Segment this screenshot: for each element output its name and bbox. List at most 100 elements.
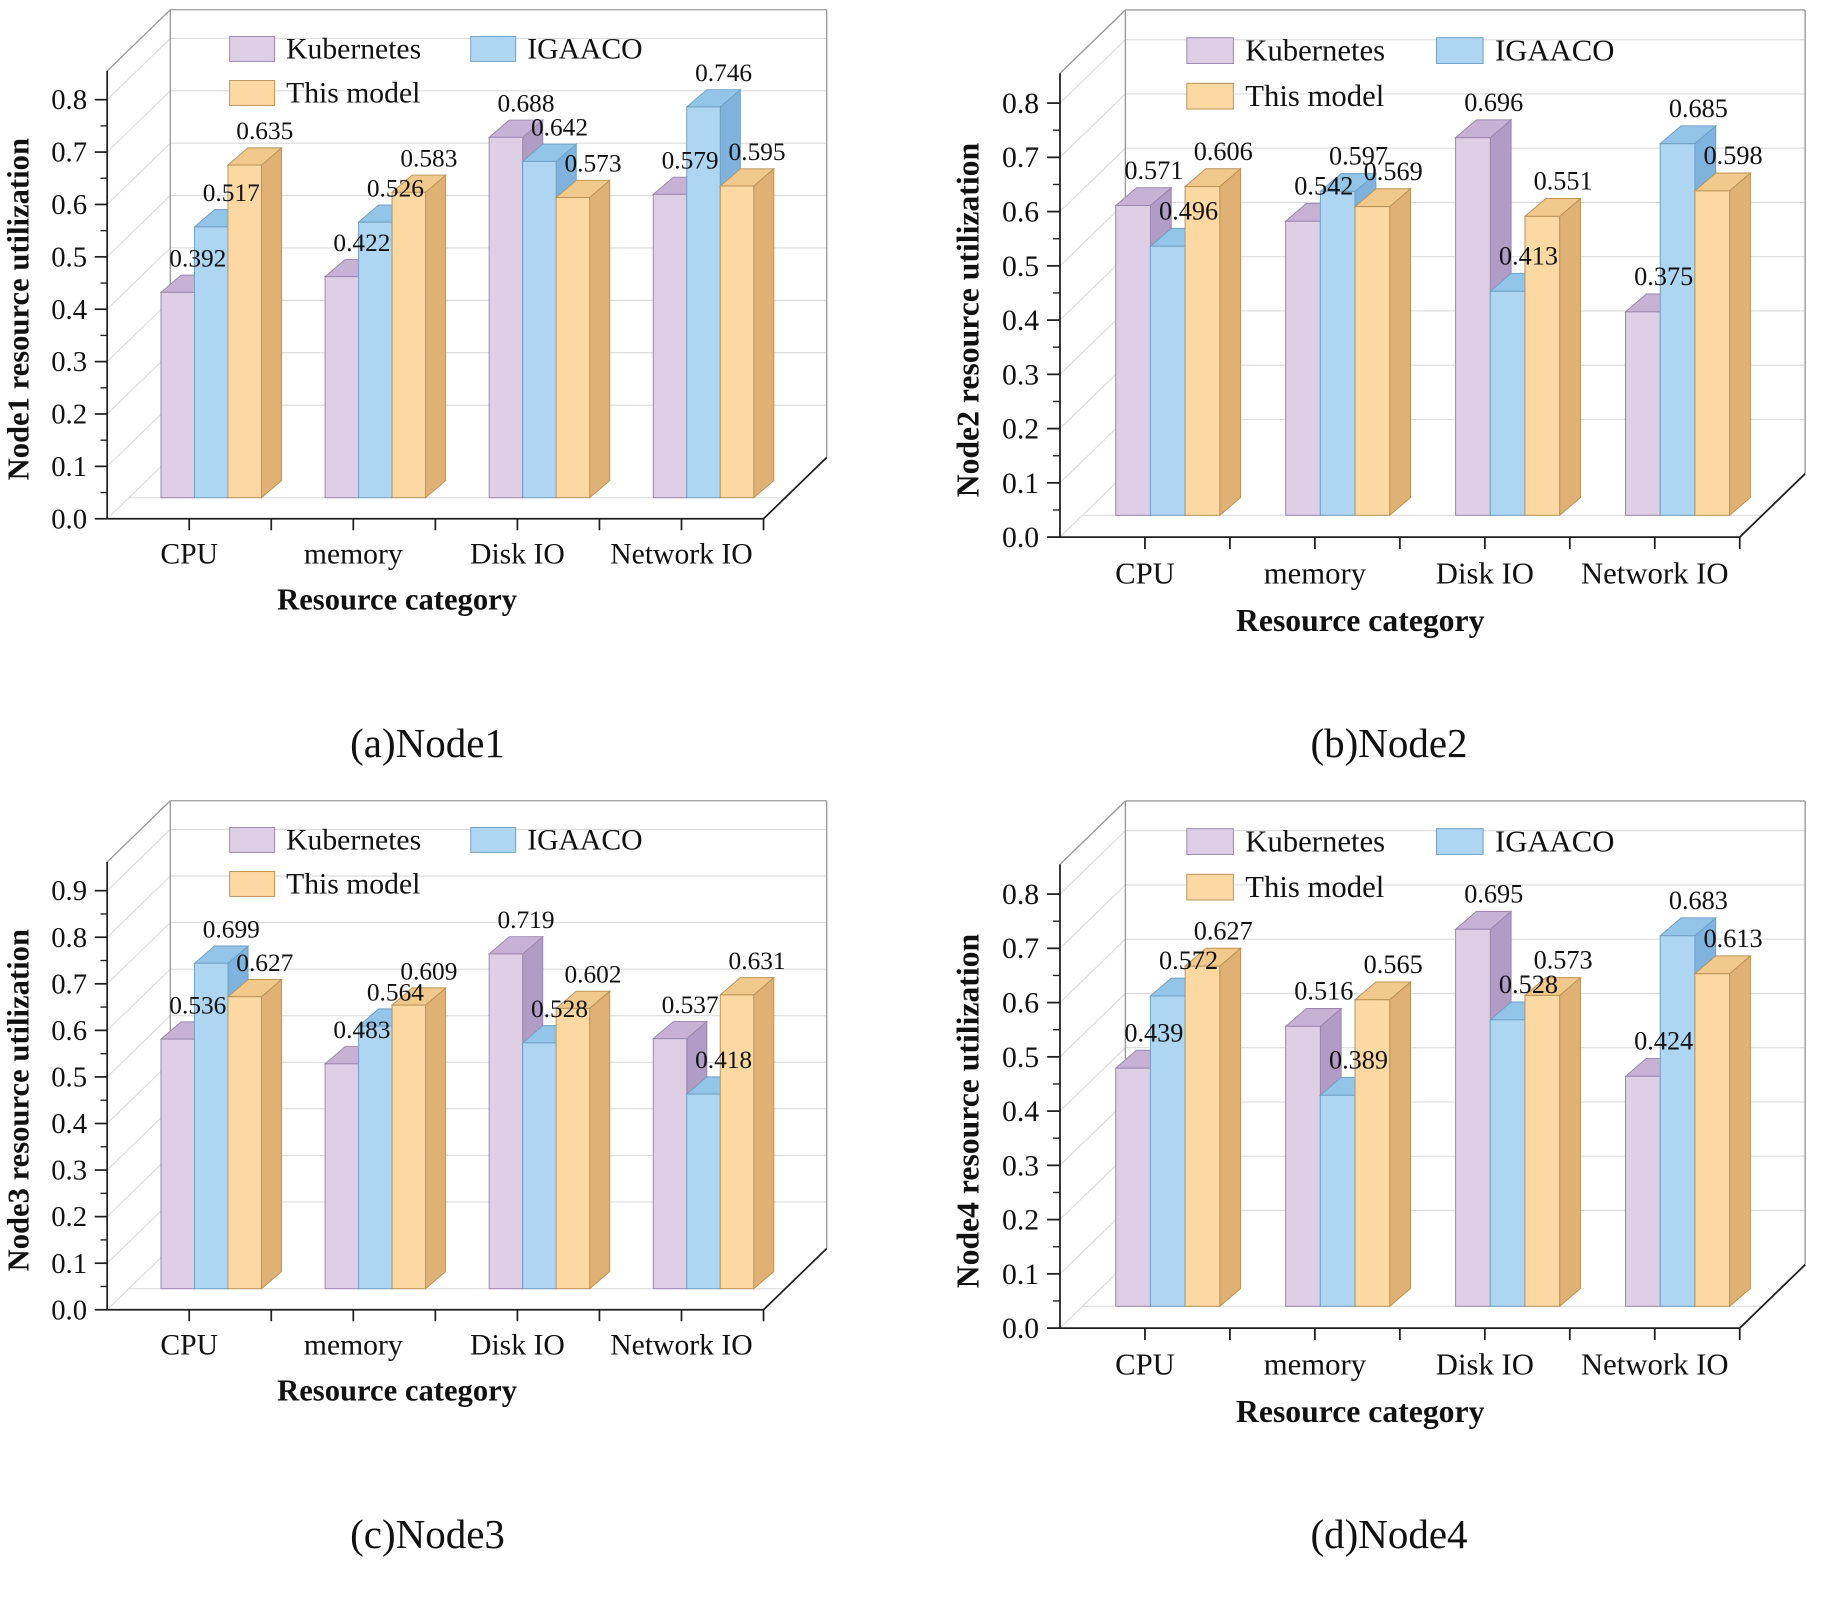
node2-bar-chart: 0.0 0.1 0.2 0.3 0.4 0.5 0.6 0.7 0.8 CPU memory Disk… (951, 9, 1806, 638)
left-wall-gridline (1059, 830, 1126, 895)
bar-this-model (1694, 190, 1731, 516)
left-wall-gridline (1059, 201, 1126, 267)
bar-value-label: 0.573 (564, 150, 621, 178)
category-label: Network IO (1581, 557, 1729, 591)
bar-value-label: 0.389 (1329, 1046, 1388, 1075)
left-wall-gridline (106, 90, 171, 153)
legend-swatch-kubernetes (1186, 828, 1234, 855)
category-label: memory (1264, 1348, 1367, 1382)
y-tick-label: 0.6 (1002, 988, 1039, 1020)
legend-swatch-igaaco (470, 827, 517, 853)
frame-top-left-diagonal (106, 800, 171, 863)
bar-side-face (1559, 976, 1581, 1308)
left-wall-gridline (1059, 1047, 1126, 1112)
y-tick-label: 0.7 (51, 137, 87, 169)
bar-this-model (391, 1004, 427, 1290)
bar-kubernetes (1285, 220, 1321, 516)
legend-label: IGAACO (527, 825, 642, 857)
bar-value-label: 0.516 (1294, 977, 1353, 1006)
bar-igaaco (193, 226, 229, 499)
legend-swatch-kubernetes (229, 827, 276, 853)
y-axis-title: Node1 resource utilization (2, 138, 36, 480)
left-wall-gridline (1059, 1264, 1126, 1329)
bar-value-label: 0.688 (497, 89, 554, 117)
bar-kubernetes (652, 1038, 688, 1290)
bar-side-face (1729, 954, 1751, 1308)
bar-this-model (555, 197, 591, 499)
bar-side-face (1729, 171, 1751, 517)
floor-right-diagonal (1739, 1264, 1806, 1329)
y-tick-label: 0.5 (1002, 1042, 1039, 1074)
panel-node2: 0.0 0.1 0.2 0.3 0.4 0.5 0.6 0.7 0.8 CPU memory Disk… (855, 4, 1843, 653)
left-wall-gridline (1059, 419, 1126, 484)
bar-value-label: 0.517 (203, 179, 260, 207)
legend-swatch-igaaco (1436, 37, 1484, 64)
bar-value-label: 0.613 (1704, 924, 1763, 953)
bar-kubernetes (1115, 205, 1151, 516)
legend-swatch-kubernetes (1186, 37, 1234, 64)
y-tick-label: 0.1 (1002, 468, 1039, 500)
y-tick-label: 0.5 (1002, 251, 1039, 283)
x-axis-title: Resource category (277, 583, 517, 617)
bar-kubernetes (1285, 1025, 1321, 1307)
panel-node3: 0.0 0.1 0.2 0.3 0.4 0.5 0.6 0.7 0.8 0.9 CPU memory D… (0, 795, 855, 1444)
bar-value-label: 0.392 (169, 245, 226, 273)
y-tick-label: 0.0 (1002, 522, 1039, 554)
bar-side-face (589, 179, 611, 499)
bar-value-label: 0.528 (531, 995, 588, 1023)
left-wall-gridline (1059, 993, 1126, 1058)
bar-value-label: 0.595 (729, 138, 786, 166)
bar-this-model (1524, 215, 1561, 516)
left-wall-gridline (106, 247, 171, 310)
y-tick-label: 0.5 (51, 241, 87, 273)
left-wall-gridline (106, 352, 171, 415)
axes: 0.0 0.1 0.2 0.3 0.4 0.5 0.6 0.7 0.8 CPU memory Disk… (1002, 73, 1806, 591)
bar-this-model (1524, 994, 1561, 1307)
legend-label: Kubernetes (1245, 33, 1385, 67)
bars-group (159, 935, 776, 1290)
bar-igaaco (686, 106, 721, 499)
y-tick-label: 0.7 (51, 968, 87, 1000)
top-caption-row: (a)Node1 (b)Node2 (0, 653, 1843, 791)
bar-value-label: 0.627 (236, 949, 293, 977)
y-tick-label: 0.9 (51, 875, 87, 907)
bar-value-label: 0.696 (1464, 88, 1523, 117)
bar-this-model (1184, 965, 1221, 1307)
y-tick-label: 0.2 (1002, 414, 1039, 446)
left-wall-gridline (106, 142, 171, 205)
legend: Kubernetes IGAACO This model (1186, 33, 1614, 113)
left-wall-gridline (106, 457, 171, 520)
bar-value-label: 0.579 (662, 147, 719, 175)
panel-node4: 0.0 0.1 0.2 0.3 0.4 0.5 0.6 0.7 0.8 CPU memory Disk… (855, 795, 1843, 1444)
bar-side-face (425, 174, 447, 499)
y-tick-label: 0.7 (1002, 142, 1039, 174)
bar-igaaco (1319, 190, 1356, 516)
left-wall-gridline (1059, 884, 1126, 949)
legend: Kubernetes IGAACO This model (1186, 825, 1614, 904)
bar-kubernetes (1625, 311, 1661, 516)
bar-this-model (719, 185, 755, 499)
left-wall-gridline (1059, 256, 1126, 321)
bar-igaaco (1659, 143, 1696, 516)
category-label: Network IO (610, 539, 752, 571)
bar-kubernetes (1625, 1075, 1661, 1307)
left-wall-gridline (106, 1201, 171, 1264)
bar-kubernetes (1115, 1067, 1151, 1307)
bar-value-label: 0.635 (236, 117, 293, 145)
x-axis-title: Resource category (277, 1374, 517, 1408)
bar-value-label: 0.606 (1194, 137, 1253, 166)
floor-right-diagonal (762, 456, 828, 520)
left-wall-gridline (1059, 1155, 1126, 1221)
bar-value-label: 0.528 (1499, 970, 1558, 999)
left-wall-gridline (106, 299, 171, 363)
left-wall-gridline (106, 195, 171, 258)
caption-node4: (d)Node4 (1310, 1511, 1468, 1558)
y-tick-label: 0.4 (51, 1108, 87, 1140)
bar-this-model (391, 191, 427, 499)
bar-value-label: 0.375 (1634, 262, 1693, 291)
legend-label: This model (1245, 79, 1384, 113)
x-axis-title: Resource category (1236, 1394, 1485, 1429)
bar-value-label: 0.496 (1159, 196, 1218, 225)
